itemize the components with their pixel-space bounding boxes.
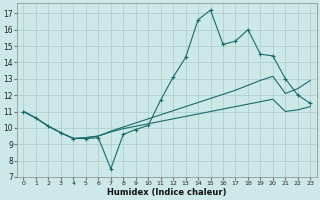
X-axis label: Humidex (Indice chaleur): Humidex (Indice chaleur) xyxy=(107,188,227,197)
